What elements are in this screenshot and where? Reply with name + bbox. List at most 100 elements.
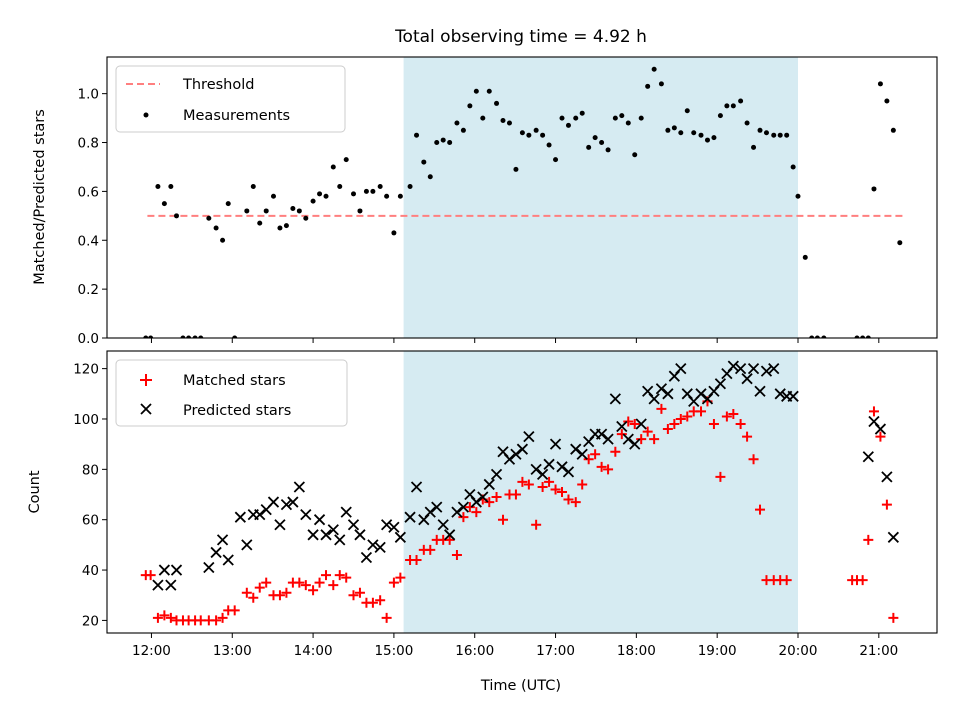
predicted-star-point — [576, 448, 588, 460]
matched-star-point — [375, 595, 386, 606]
measurement-point — [698, 132, 704, 138]
matched-star-point — [388, 577, 399, 588]
predicted-star-point — [293, 481, 305, 493]
legend-matched-label: Matched stars — [183, 373, 286, 389]
matched-star-point — [649, 434, 660, 445]
measurement-point — [711, 135, 717, 141]
predicted-star-point — [152, 579, 164, 591]
matched-star-point — [308, 585, 319, 596]
matched-star-point — [868, 406, 879, 417]
legend-predicted-swatch — [140, 403, 152, 415]
matched-star-point — [491, 492, 502, 503]
measurement-point — [526, 132, 532, 138]
matched-star-point — [682, 411, 693, 422]
predicted-star-point — [437, 519, 449, 531]
predicted-star-point — [655, 383, 668, 395]
matched-star-point — [570, 497, 581, 508]
predicted-star-point — [394, 531, 407, 543]
measurement-point — [638, 115, 644, 121]
matched-star-point — [341, 572, 352, 583]
measurement-point — [738, 98, 744, 104]
top-y-tick-label: 0.6 — [78, 184, 99, 200]
predicted-star-point — [595, 428, 608, 440]
measurement-point — [540, 132, 546, 138]
measurement-point — [330, 164, 336, 170]
measurement-point — [704, 137, 710, 143]
predicted-star-point — [774, 388, 786, 400]
measurement-point — [168, 184, 174, 190]
matched-star-point — [863, 534, 874, 545]
top-plot-area — [143, 66, 904, 338]
predicted-star-point — [165, 579, 177, 591]
predicted-star-point — [556, 461, 568, 473]
measurement-point — [447, 140, 453, 146]
predicted-star-point — [327, 524, 339, 536]
bottom-shaded-interval — [403, 351, 798, 633]
predicted-star-point — [747, 362, 760, 375]
top-shaded-interval — [403, 57, 798, 338]
matched-star-point — [857, 575, 868, 586]
matched-star-point — [159, 610, 170, 621]
predicted-star-point — [410, 481, 423, 493]
matched-star-point — [577, 479, 588, 490]
matched-star-point — [464, 502, 475, 513]
top-y-axis-label: Matched/Predicted stars — [32, 109, 48, 285]
measurement-point — [357, 208, 363, 214]
predicted-star-point — [695, 388, 707, 400]
top-y-tick-label: 0.2 — [78, 282, 99, 298]
measurement-point — [414, 132, 420, 138]
measurement-point — [473, 88, 479, 94]
measurement-point — [877, 81, 883, 87]
matched-star-point — [583, 454, 594, 465]
measurement-point — [486, 88, 492, 94]
measurement-point — [897, 240, 903, 246]
matched-star-point — [458, 512, 469, 523]
matched-star-point — [354, 587, 365, 598]
matched-star-point — [642, 426, 653, 437]
measurement-point — [213, 225, 219, 231]
measurement-point — [206, 215, 212, 221]
predicted-star-point — [562, 466, 575, 478]
measurement-point — [155, 184, 161, 190]
predicted-star-point — [334, 534, 346, 546]
predicted-star-point — [622, 433, 634, 445]
measurement-point — [777, 132, 783, 138]
measurement-point — [651, 66, 657, 72]
matched-star-point — [735, 419, 746, 430]
matched-star-point — [471, 507, 482, 518]
matched-star-point — [229, 605, 240, 616]
measurement-point — [480, 115, 486, 121]
legend-measurements-swatch — [143, 112, 149, 118]
measurement-point — [533, 127, 539, 133]
measurement-point — [467, 103, 473, 109]
matched-star-point — [484, 497, 495, 508]
measurement-point — [579, 110, 585, 116]
x-tick-label: 15:00 — [374, 643, 413, 659]
measurement-point — [802, 254, 808, 260]
measurement-point — [625, 120, 631, 126]
measurement-point — [494, 100, 500, 106]
bottom-y-tick-label: 40 — [82, 563, 99, 579]
measurement-point — [198, 335, 204, 338]
matched-star-point — [590, 449, 601, 460]
predicted-star-point — [307, 529, 319, 541]
predicted-star-point — [347, 519, 360, 531]
matched-star-point — [425, 544, 436, 555]
matched-star-point — [517, 476, 528, 487]
matched-star-point — [888, 612, 899, 623]
predicted-star-point — [254, 509, 266, 521]
top-y-tick-label: 1.0 — [78, 87, 99, 103]
x-tick-label: 12:00 — [132, 643, 171, 659]
bottom-panel-frame — [106, 350, 938, 634]
measurement-point — [513, 166, 519, 172]
bottom-y-tick-label: 80 — [82, 462, 99, 478]
matched-star-point — [563, 494, 574, 505]
measurement-point — [771, 132, 777, 138]
measurement-point — [283, 223, 289, 229]
matched-star-point — [544, 476, 555, 487]
predicted-star-point — [444, 529, 456, 541]
predicted-star-point — [616, 420, 628, 433]
predicted-star-point — [490, 468, 503, 481]
predicted-star-point — [424, 506, 436, 518]
